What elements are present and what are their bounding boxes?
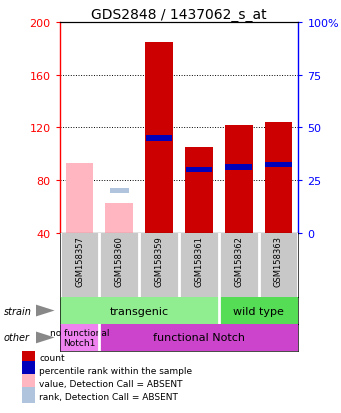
Polygon shape [36, 305, 55, 317]
Text: GSM158359: GSM158359 [154, 236, 164, 287]
Bar [186, 168, 212, 173]
Text: count: count [39, 353, 65, 362]
Text: other: other [3, 332, 29, 343]
Polygon shape [36, 332, 55, 344]
Bar [146, 136, 172, 141]
Bar [22, 387, 35, 405]
Bar [22, 349, 35, 367]
Text: functional Notch: functional Notch [153, 332, 245, 343]
Bar [225, 126, 253, 233]
Text: wild type: wild type [233, 306, 284, 316]
Bar [185, 148, 213, 233]
Bar [65, 164, 93, 233]
Bar [60, 297, 219, 324]
Bar [109, 189, 129, 194]
Bar [219, 297, 298, 324]
Bar [265, 162, 292, 168]
Bar [22, 374, 35, 392]
Text: GSM158363: GSM158363 [274, 236, 283, 287]
Text: strain: strain [3, 306, 31, 316]
Bar [225, 165, 252, 170]
Text: transgenic: transgenic [110, 306, 169, 316]
Text: rank, Detection Call = ABSENT: rank, Detection Call = ABSENT [39, 392, 178, 401]
Text: value, Detection Call = ABSENT: value, Detection Call = ABSENT [39, 379, 183, 388]
Text: GSM158360: GSM158360 [115, 236, 124, 287]
Text: percentile rank within the sample: percentile rank within the sample [39, 366, 192, 375]
Bar [145, 43, 173, 233]
Bar [265, 123, 293, 233]
Bar [22, 361, 35, 380]
Text: GSM158357: GSM158357 [75, 236, 84, 287]
Text: GSM158361: GSM158361 [194, 236, 204, 287]
Text: no functional
Notch1: no functional Notch1 [50, 328, 109, 347]
Bar [100, 324, 298, 351]
Bar [105, 203, 133, 233]
Title: GDS2848 / 1437062_s_at: GDS2848 / 1437062_s_at [91, 8, 267, 22]
Bar [60, 324, 100, 351]
Text: GSM158362: GSM158362 [234, 236, 243, 287]
